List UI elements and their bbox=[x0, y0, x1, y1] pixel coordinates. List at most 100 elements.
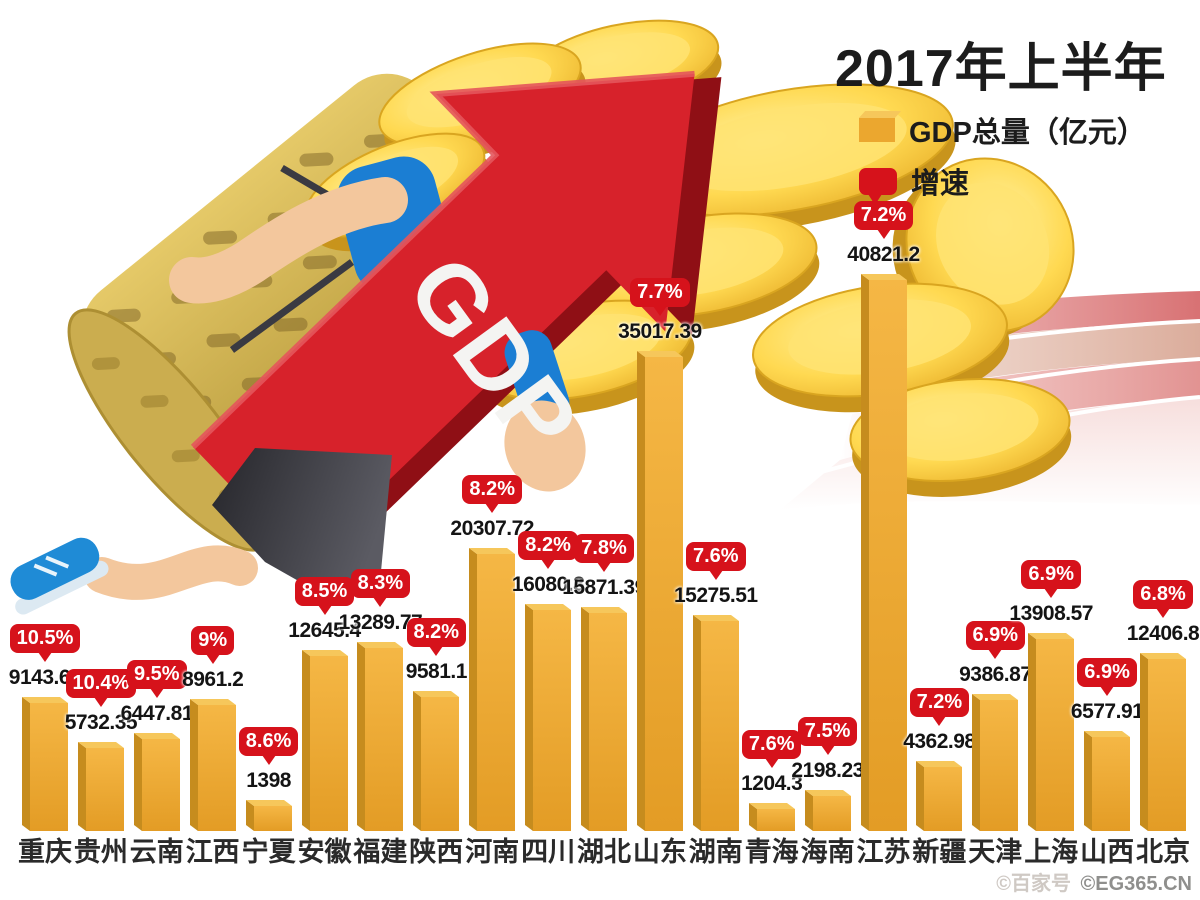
legend-label-gdp: GDP总量（亿元） bbox=[909, 117, 1146, 149]
gdp-value: 8961.2 bbox=[182, 668, 244, 691]
watermark-text-2: ©EG365.CN bbox=[1080, 873, 1192, 895]
gold-bar bbox=[860, 274, 907, 831]
gdp-value: 12645.4 bbox=[288, 619, 361, 642]
gold-bar bbox=[748, 803, 795, 831]
watermark: ©百家号 ©EG365.CN bbox=[996, 867, 1192, 896]
red-bubble-icon bbox=[859, 167, 897, 205]
gdp-value: 6577.91 bbox=[1070, 700, 1144, 723]
gold-bar bbox=[804, 790, 851, 831]
province-label: 天津 bbox=[968, 837, 1023, 867]
gdp-value: 2198.23 bbox=[791, 759, 864, 782]
gold-bar bbox=[245, 800, 292, 831]
gold-bar bbox=[1028, 633, 1075, 831]
province-label: 云南 bbox=[129, 837, 184, 867]
bar-column-云南: 9.5% 6447.81 云南 bbox=[121, 660, 194, 867]
gdp-value: 5732.35 bbox=[64, 711, 138, 734]
gdp-value: 13289.77 bbox=[338, 611, 423, 634]
growth-badge: 6.9% bbox=[1021, 560, 1081, 589]
gold-bar-icon bbox=[859, 118, 895, 142]
gold-bar bbox=[1084, 731, 1131, 831]
gold-bar bbox=[525, 604, 572, 831]
province-label: 江苏 bbox=[856, 837, 911, 867]
bar-column-江西: 9% 8961.2 江西 bbox=[182, 626, 244, 867]
bar-column-湖南: 7.6% 15275.51 湖南 bbox=[674, 542, 758, 867]
gdp-value: 1398 bbox=[246, 769, 291, 792]
growth-badge: 8.3% bbox=[350, 569, 411, 598]
gold-bar bbox=[916, 761, 963, 831]
gdp-value: 9581.1 bbox=[405, 660, 468, 683]
province-label: 上海 bbox=[1024, 837, 1079, 867]
growth-badge: 10.4% bbox=[65, 669, 137, 698]
growth-badge: 9.5% bbox=[127, 660, 187, 689]
province-label: 宁夏 bbox=[241, 837, 296, 867]
gdp-value: 15275.51 bbox=[674, 584, 758, 607]
gdp-value: 6447.81 bbox=[120, 702, 194, 725]
legend: GDP总量（亿元） 增速 bbox=[859, 109, 1167, 205]
growth-badge: 6.9% bbox=[965, 621, 1026, 650]
growth-badge: 7.7% bbox=[630, 278, 690, 307]
bar-column-海南: 7.5% 2198.23 海南 bbox=[791, 717, 864, 867]
growth-badge: 7.5% bbox=[797, 717, 858, 746]
gold-bar bbox=[357, 642, 404, 831]
growth-badge: 8.2% bbox=[518, 531, 578, 560]
gold-bar bbox=[581, 607, 627, 831]
gold-bar bbox=[469, 548, 516, 831]
chart-header: 2017年上半年 GDP总量（亿元） 增速 bbox=[835, 26, 1167, 211]
gdp-value: 35017.39 bbox=[618, 320, 702, 343]
growth-badge: 8.2% bbox=[462, 475, 522, 504]
gdp-value: 12406.8 bbox=[1126, 622, 1200, 645]
gold-bar bbox=[413, 691, 460, 831]
legend-item-growth: 增速 bbox=[859, 160, 1167, 205]
gold-bar bbox=[1140, 653, 1186, 831]
bar-column-重庆: 10.5% 9143.64 重庆 bbox=[9, 624, 82, 867]
province-label: 青海 bbox=[744, 837, 799, 867]
province-label: 湖南 bbox=[688, 837, 743, 867]
province-label: 河南 bbox=[465, 837, 520, 867]
gdp-value: 40821.2 bbox=[847, 243, 920, 266]
bar-column-贵州: 10.4% 5732.35 贵州 bbox=[65, 669, 138, 866]
gdp-value: 9143.64 bbox=[8, 666, 82, 689]
gdp-value: 1204.3 bbox=[741, 772, 803, 795]
chart-title: 2017年上半年 bbox=[835, 40, 1167, 98]
gold-bar bbox=[972, 694, 1019, 831]
bar-column-青海: 7.6% 1204.3 青海 bbox=[741, 730, 803, 867]
province-label: 重庆 bbox=[18, 837, 72, 867]
province-label: 安徽 bbox=[297, 837, 352, 867]
province-label: 福建 bbox=[353, 837, 408, 867]
gold-bar bbox=[692, 615, 739, 831]
bar-column-北京: 6.8% 12406.8 北京 bbox=[1127, 580, 1200, 867]
bar-column-宁夏: 8.6% 1398 宁夏 bbox=[238, 727, 299, 867]
bar-column-福建: 8.3% 13289.77 福建 bbox=[339, 569, 423, 867]
gdp-value: 15871.39 bbox=[562, 576, 646, 599]
growth-badge: 10.5% bbox=[9, 624, 81, 653]
gold-bar bbox=[133, 733, 180, 831]
province-label: 江西 bbox=[185, 837, 240, 867]
bar-column-山东: 7.7% 35017.39 山东 bbox=[618, 278, 702, 866]
legend-item-gdp: GDP总量（亿元） bbox=[859, 109, 1167, 151]
province-label: 山西 bbox=[1080, 837, 1135, 867]
gdp-value: 9386.87 bbox=[959, 663, 1032, 686]
province-label: 海南 bbox=[800, 837, 855, 867]
bar-column-陕西: 8.2% 9581.1 陕西 bbox=[405, 618, 468, 867]
growth-badge: 9% bbox=[191, 626, 235, 655]
province-label: 北京 bbox=[1136, 837, 1190, 867]
bar-column-天津: 6.9% 9386.87 天津 bbox=[959, 621, 1032, 867]
province-label: 新疆 bbox=[912, 837, 967, 867]
bar-column-湖北: 7.8% 15871.39 湖北 bbox=[562, 534, 646, 867]
gold-bar bbox=[22, 697, 68, 831]
gdp-value: 4362.98 bbox=[903, 730, 976, 753]
province-label: 四川 bbox=[521, 837, 576, 867]
bar-column-新疆: 7.2% 4362.98 新疆 bbox=[903, 688, 976, 867]
bar-column-山西: 6.9% 6577.91 山西 bbox=[1071, 658, 1144, 867]
growth-badge: 7.6% bbox=[686, 542, 746, 571]
province-label: 湖北 bbox=[577, 837, 631, 867]
province-label: 陕西 bbox=[409, 837, 464, 867]
legend-label-growth: 增速 bbox=[911, 168, 970, 200]
growth-badge: 8.2% bbox=[406, 618, 467, 647]
bar-column-江苏: 7.2% 40821.2 江苏 bbox=[847, 201, 920, 867]
bar-column-上海: 6.9% 13908.57 上海 bbox=[1009, 560, 1093, 867]
growth-badge: 8.5% bbox=[294, 577, 355, 606]
growth-badge: 7.8% bbox=[574, 534, 634, 563]
gold-bar bbox=[301, 650, 348, 831]
